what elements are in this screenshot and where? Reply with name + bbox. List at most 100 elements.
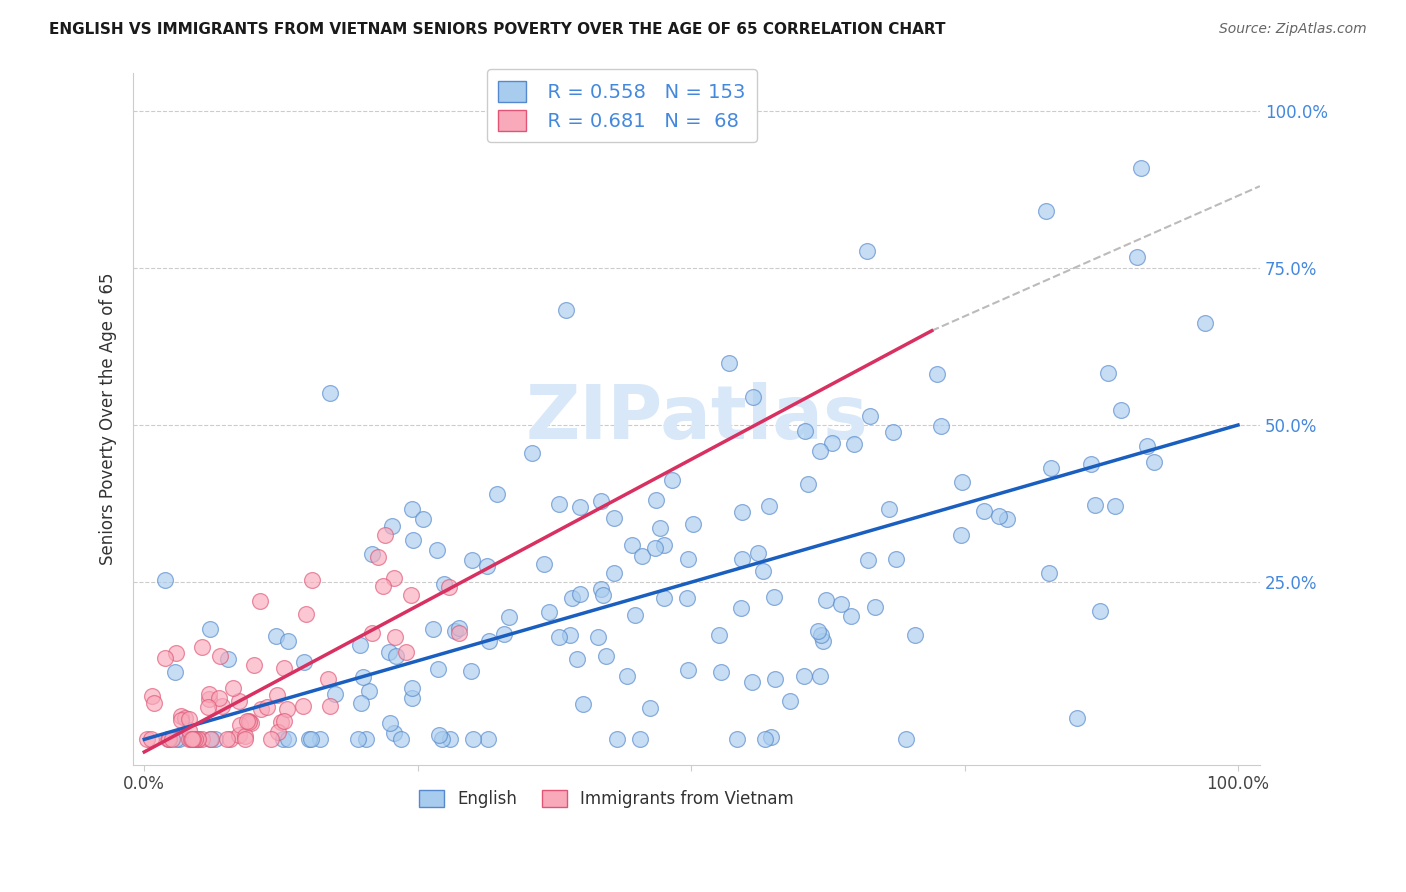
- Point: [198, 692, 221, 706]
- Point: [485, 487, 508, 501]
- Point: [316, 672, 339, 686]
- Point: [678, 552, 700, 566]
- Point: [628, 732, 651, 747]
- Point: [276, 702, 298, 716]
- Point: [217, 732, 239, 747]
- Point: [620, 538, 643, 552]
- Point: [378, 715, 401, 730]
- Point: [449, 622, 471, 636]
- Point: [191, 732, 214, 747]
- Point: [821, 436, 844, 450]
- Point: [427, 662, 450, 676]
- Point: [1080, 457, 1102, 471]
- Point: [384, 571, 406, 585]
- Point: [988, 509, 1011, 524]
- Point: [661, 473, 683, 487]
- Point: [811, 634, 834, 648]
- Point: [678, 663, 700, 677]
- Point: [229, 717, 252, 731]
- Point: [731, 505, 754, 519]
- Point: [884, 551, 907, 566]
- Point: [256, 700, 278, 714]
- Point: [439, 732, 461, 747]
- Point: [141, 690, 163, 704]
- Point: [167, 732, 190, 747]
- Point: [402, 533, 425, 547]
- Point: [707, 628, 730, 642]
- Text: ENGLISH VS IMMIGRANTS FROM VIETNAM SENIORS POVERTY OVER THE AGE OF 65 CORRELATIO: ENGLISH VS IMMIGRANTS FROM VIETNAM SENIO…: [49, 22, 946, 37]
- Point: [399, 588, 422, 602]
- Point: [520, 446, 543, 460]
- Point: [995, 512, 1018, 526]
- Point: [929, 419, 952, 434]
- Point: [1084, 498, 1107, 512]
- Point: [323, 688, 346, 702]
- Point: [1038, 566, 1060, 580]
- Point: [273, 661, 295, 675]
- Point: [389, 732, 412, 747]
- Point: [461, 732, 484, 747]
- Point: [973, 504, 995, 518]
- Point: [157, 732, 180, 747]
- Point: [568, 500, 591, 515]
- Point: [896, 732, 918, 747]
- Point: [1039, 461, 1062, 475]
- Point: [742, 390, 765, 404]
- Point: [198, 732, 221, 747]
- Point: [793, 669, 815, 683]
- Point: [233, 729, 256, 743]
- Point: [349, 638, 371, 652]
- Point: [211, 698, 233, 713]
- Point: [384, 630, 406, 644]
- Point: [217, 652, 239, 666]
- Text: ZIPatlas: ZIPatlas: [526, 383, 868, 455]
- Point: [165, 665, 187, 679]
- Point: [793, 424, 815, 438]
- Point: [179, 723, 201, 738]
- Point: [319, 698, 342, 713]
- Point: [1194, 316, 1216, 330]
- Point: [170, 708, 193, 723]
- Point: [606, 732, 628, 747]
- Point: [731, 551, 754, 566]
- Point: [219, 732, 242, 747]
- Point: [273, 714, 295, 728]
- Point: [856, 553, 879, 567]
- Point: [277, 732, 299, 747]
- Point: [797, 476, 820, 491]
- Point: [157, 732, 180, 747]
- Point: [143, 696, 166, 710]
- Point: [266, 688, 288, 702]
- Point: [492, 627, 515, 641]
- Point: [644, 541, 666, 556]
- Point: [249, 594, 271, 608]
- Point: [181, 732, 204, 747]
- Point: [839, 609, 862, 624]
- Point: [191, 640, 214, 654]
- Point: [165, 732, 187, 747]
- Point: [309, 732, 332, 747]
- Point: [548, 497, 571, 511]
- Point: [270, 714, 292, 729]
- Point: [373, 579, 395, 593]
- Point: [157, 732, 180, 747]
- Point: [394, 645, 416, 659]
- Point: [374, 528, 396, 542]
- Point: [235, 714, 257, 728]
- Point: [807, 624, 830, 639]
- Point: [762, 590, 785, 604]
- Point: [153, 651, 176, 665]
- Point: [250, 702, 273, 716]
- Point: [859, 409, 882, 424]
- Point: [200, 732, 222, 747]
- Point: [676, 591, 699, 606]
- Point: [260, 731, 283, 746]
- Point: [808, 668, 831, 682]
- Point: [730, 600, 752, 615]
- Point: [186, 731, 208, 746]
- Point: [759, 731, 782, 745]
- Point: [439, 580, 461, 594]
- Point: [779, 693, 801, 707]
- Point: [181, 732, 204, 747]
- Point: [443, 624, 465, 639]
